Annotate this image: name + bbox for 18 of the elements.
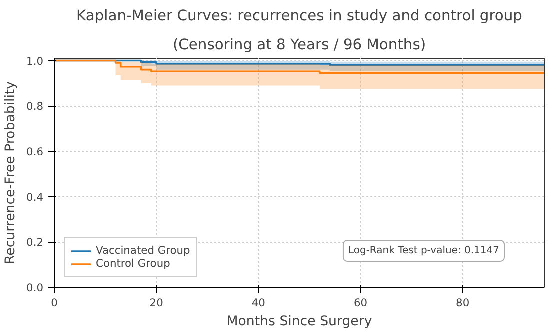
annotation: Log-Rank Test p-value: 0.1147 bbox=[348, 246, 500, 256]
x-tick-label: 80 bbox=[456, 296, 470, 310]
y-tick-label: 1.0 bbox=[26, 54, 44, 68]
legend-label: Vaccinated Group bbox=[96, 244, 190, 257]
y-tick-label: 0.4 bbox=[26, 190, 44, 204]
y-axis-title: Recurrence-Free Probability bbox=[4, 81, 19, 265]
chart-subtitle: (Censoring at 8 Years / 96 Months) bbox=[172, 36, 426, 54]
x-axis-title: Months Since Surgery bbox=[226, 314, 372, 330]
y-tick-label: 0.6 bbox=[26, 145, 44, 158]
chart-title: Kaplan-Meier Curves: recurrences in study and control group bbox=[76, 8, 522, 24]
legend-label: Control Group bbox=[96, 257, 170, 270]
x-tick-label: 40 bbox=[252, 296, 266, 310]
x-tick-label: 20 bbox=[150, 296, 164, 310]
y-tick-label: 0.2 bbox=[26, 236, 44, 250]
y-tick-label: 0.8 bbox=[26, 100, 44, 114]
x-tick-label: 60 bbox=[354, 296, 368, 310]
y-tick-label: 0.0 bbox=[26, 282, 44, 294]
x-tick-label: 0 bbox=[51, 296, 58, 310]
